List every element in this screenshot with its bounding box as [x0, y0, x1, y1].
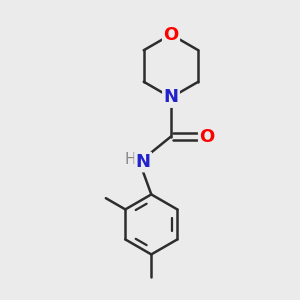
- Text: O: O: [164, 26, 178, 44]
- Text: O: O: [200, 128, 214, 146]
- Text: N: N: [164, 88, 178, 106]
- Text: H: H: [124, 152, 136, 167]
- Text: N: N: [136, 153, 151, 171]
